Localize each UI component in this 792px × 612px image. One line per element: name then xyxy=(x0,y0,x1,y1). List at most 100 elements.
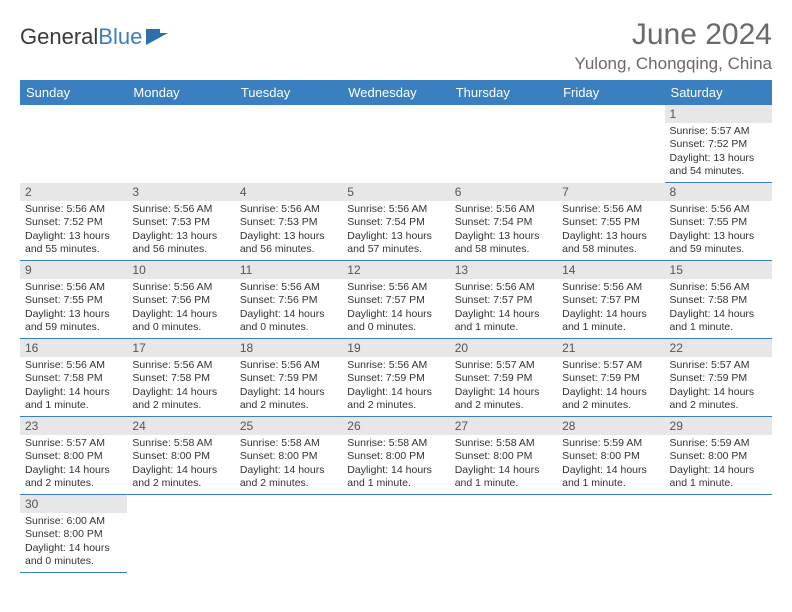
detail-sunset: Sunset: 7:52 PM xyxy=(25,216,122,229)
calendar-cell: 27Sunrise: 5:58 AMSunset: 8:00 PMDayligh… xyxy=(450,417,557,495)
detail-value: 5:56 AM xyxy=(389,203,428,215)
detail-value: 8:00 PM xyxy=(64,528,103,540)
calendar-cell xyxy=(450,495,557,573)
detail-label: Sunrise: xyxy=(240,203,281,215)
detail-label: Sunrise: xyxy=(240,359,281,371)
detail-label: Sunrise: xyxy=(132,437,173,449)
calendar-table: SundayMondayTuesdayWednesdayThursdayFrid… xyxy=(20,80,772,573)
day-details: Sunrise: 5:56 AMSunset: 7:53 PMDaylight:… xyxy=(127,201,234,260)
detail-label: Sunrise: xyxy=(25,203,66,215)
detail-sunrise: Sunrise: 5:58 AM xyxy=(132,437,229,450)
day-details: Sunrise: 5:56 AMSunset: 7:59 PMDaylight:… xyxy=(235,357,342,416)
detail-value: 7:58 PM xyxy=(708,294,747,306)
detail-daylight: Daylight: 13 hours and 57 minutes. xyxy=(347,230,444,257)
detail-label: Sunrise: xyxy=(562,437,603,449)
day-details: Sunrise: 5:56 AMSunset: 7:53 PMDaylight:… xyxy=(235,201,342,260)
detail-label: Sunrise: xyxy=(132,203,173,215)
detail-value: 5:56 AM xyxy=(496,281,535,293)
detail-daylight: Daylight: 14 hours and 1 minute. xyxy=(670,308,767,335)
detail-label: Sunrise: xyxy=(670,203,711,215)
day-details: Sunrise: 5:59 AMSunset: 8:00 PMDaylight:… xyxy=(665,435,772,494)
detail-label: Daylight: xyxy=(25,542,69,554)
detail-value: 5:56 AM xyxy=(711,203,750,215)
calendar-cell: 28Sunrise: 5:59 AMSunset: 8:00 PMDayligh… xyxy=(557,417,664,495)
day-cell: 29Sunrise: 5:59 AMSunset: 8:00 PMDayligh… xyxy=(665,417,772,495)
day-cell: 9Sunrise: 5:56 AMSunset: 7:55 PMDaylight… xyxy=(20,261,127,339)
detail-sunrise: Sunrise: 5:56 AM xyxy=(240,359,337,372)
detail-sunset: Sunset: 7:57 PM xyxy=(455,294,552,307)
day-details: Sunrise: 5:56 AMSunset: 7:57 PMDaylight:… xyxy=(557,279,664,338)
day-number: 3 xyxy=(127,183,234,201)
calendar-cell: 21Sunrise: 5:57 AMSunset: 7:59 PMDayligh… xyxy=(557,339,664,417)
detail-label: Sunset: xyxy=(562,294,601,306)
detail-label: Daylight: xyxy=(132,386,176,398)
day-cell: 16Sunrise: 5:56 AMSunset: 7:58 PMDayligh… xyxy=(20,339,127,417)
calendar-cell: 23Sunrise: 5:57 AMSunset: 8:00 PMDayligh… xyxy=(20,417,127,495)
detail-daylight: Daylight: 14 hours and 2 minutes. xyxy=(455,386,552,413)
detail-sunrise: Sunrise: 5:58 AM xyxy=(455,437,552,450)
detail-sunset: Sunset: 7:53 PM xyxy=(240,216,337,229)
detail-daylight: Daylight: 14 hours and 2 minutes. xyxy=(132,464,229,491)
calendar-cell: 26Sunrise: 5:58 AMSunset: 8:00 PMDayligh… xyxy=(342,417,449,495)
day-number: 8 xyxy=(665,183,772,201)
day-number: 9 xyxy=(20,261,127,279)
day-number: 14 xyxy=(557,261,664,279)
detail-sunset: Sunset: 7:59 PM xyxy=(670,372,767,385)
day-details: Sunrise: 5:56 AMSunset: 7:54 PMDaylight:… xyxy=(342,201,449,260)
day-cell: 21Sunrise: 5:57 AMSunset: 7:59 PMDayligh… xyxy=(557,339,664,417)
calendar-week-row: 9Sunrise: 5:56 AMSunset: 7:55 PMDaylight… xyxy=(20,261,772,339)
day-details: Sunrise: 5:59 AMSunset: 8:00 PMDaylight:… xyxy=(557,435,664,494)
calendar-cell: 7Sunrise: 5:56 AMSunset: 7:55 PMDaylight… xyxy=(557,183,664,261)
day-details: Sunrise: 5:56 AMSunset: 7:55 PMDaylight:… xyxy=(20,279,127,338)
detail-sunrise: Sunrise: 5:58 AM xyxy=(347,437,444,450)
detail-label: Sunset: xyxy=(347,294,386,306)
detail-value: 5:56 AM xyxy=(281,359,320,371)
calendar-cell: 17Sunrise: 5:56 AMSunset: 7:58 PMDayligh… xyxy=(127,339,234,417)
calendar-cell xyxy=(127,495,234,573)
detail-label: Sunrise: xyxy=(132,359,173,371)
detail-daylight: Daylight: 13 hours and 56 minutes. xyxy=(132,230,229,257)
detail-label: Daylight: xyxy=(562,386,606,398)
day-details: Sunrise: 5:56 AMSunset: 7:52 PMDaylight:… xyxy=(20,201,127,260)
detail-label: Daylight: xyxy=(670,464,714,476)
detail-label: Daylight: xyxy=(347,308,391,320)
detail-value: 5:58 AM xyxy=(496,437,535,449)
detail-sunrise: Sunrise: 5:56 AM xyxy=(132,359,229,372)
detail-value: 7:59 PM xyxy=(708,372,747,384)
calendar-cell: 30Sunrise: 6:00 AMSunset: 8:00 PMDayligh… xyxy=(20,495,127,573)
detail-value: 7:59 PM xyxy=(493,372,532,384)
detail-sunrise: Sunrise: 5:56 AM xyxy=(25,281,122,294)
weekday-header: Monday xyxy=(127,80,234,105)
day-number: 28 xyxy=(557,417,664,435)
detail-sunset: Sunset: 7:58 PM xyxy=(670,294,767,307)
detail-value: 5:59 AM xyxy=(604,437,643,449)
calendar-cell: 10Sunrise: 5:56 AMSunset: 7:56 PMDayligh… xyxy=(127,261,234,339)
detail-daylight: Daylight: 13 hours and 59 minutes. xyxy=(25,308,122,335)
calendar-week-row: 1Sunrise: 5:57 AMSunset: 7:52 PMDaylight… xyxy=(20,105,772,183)
detail-daylight: Daylight: 13 hours and 58 minutes. xyxy=(455,230,552,257)
detail-label: Sunrise: xyxy=(670,359,711,371)
detail-value: 5:57 AM xyxy=(66,437,105,449)
detail-label: Daylight: xyxy=(240,230,284,242)
day-details: Sunrise: 5:58 AMSunset: 8:00 PMDaylight:… xyxy=(342,435,449,494)
detail-label: Daylight: xyxy=(347,464,391,476)
calendar-cell: 19Sunrise: 5:56 AMSunset: 7:59 PMDayligh… xyxy=(342,339,449,417)
calendar-cell xyxy=(235,105,342,183)
detail-value: 7:54 PM xyxy=(386,216,425,228)
detail-sunrise: Sunrise: 5:56 AM xyxy=(240,281,337,294)
detail-sunset: Sunset: 7:56 PM xyxy=(240,294,337,307)
calendar-cell xyxy=(557,105,664,183)
day-details: Sunrise: 5:57 AMSunset: 7:59 PMDaylight:… xyxy=(557,357,664,416)
day-cell: 2Sunrise: 5:56 AMSunset: 7:52 PMDaylight… xyxy=(20,183,127,261)
day-number: 17 xyxy=(127,339,234,357)
day-details: Sunrise: 5:56 AMSunset: 7:57 PMDaylight:… xyxy=(342,279,449,338)
detail-value: 5:56 AM xyxy=(389,281,428,293)
detail-sunset: Sunset: 7:54 PM xyxy=(455,216,552,229)
detail-daylight: Daylight: 14 hours and 0 minutes. xyxy=(132,308,229,335)
calendar-week-row: 30Sunrise: 6:00 AMSunset: 8:00 PMDayligh… xyxy=(20,495,772,573)
detail-value: 5:56 AM xyxy=(604,281,643,293)
detail-label: Daylight: xyxy=(670,152,714,164)
calendar-cell: 13Sunrise: 5:56 AMSunset: 7:57 PMDayligh… xyxy=(450,261,557,339)
detail-value: 7:56 PM xyxy=(171,294,210,306)
day-details: Sunrise: 5:56 AMSunset: 7:58 PMDaylight:… xyxy=(665,279,772,338)
